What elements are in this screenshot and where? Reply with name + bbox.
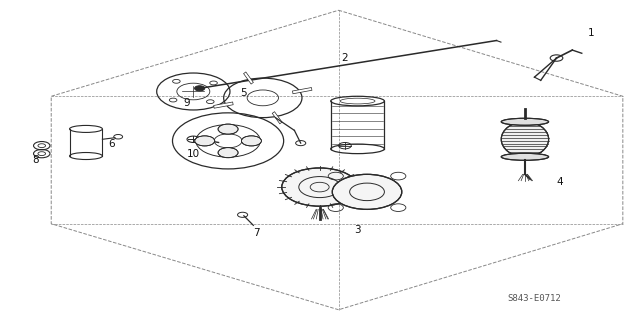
Text: 7: 7 (253, 228, 260, 238)
Text: 5: 5 (241, 88, 247, 98)
Text: 6: 6 (108, 139, 115, 149)
Ellipse shape (501, 153, 549, 160)
Text: 10: 10 (187, 148, 200, 159)
Circle shape (218, 124, 238, 134)
Circle shape (218, 148, 238, 158)
Text: 3: 3 (354, 225, 361, 235)
Text: 1: 1 (588, 28, 594, 37)
Text: 4: 4 (556, 177, 563, 187)
Ellipse shape (501, 122, 549, 157)
Text: 2: 2 (342, 53, 348, 63)
Circle shape (332, 174, 402, 209)
Text: 8: 8 (32, 155, 39, 165)
Circle shape (282, 168, 358, 206)
Ellipse shape (501, 118, 549, 125)
Circle shape (241, 136, 261, 146)
Text: S843-E0712: S843-E0712 (508, 294, 561, 303)
Circle shape (195, 136, 215, 146)
Text: 9: 9 (184, 98, 191, 108)
Circle shape (194, 86, 204, 91)
